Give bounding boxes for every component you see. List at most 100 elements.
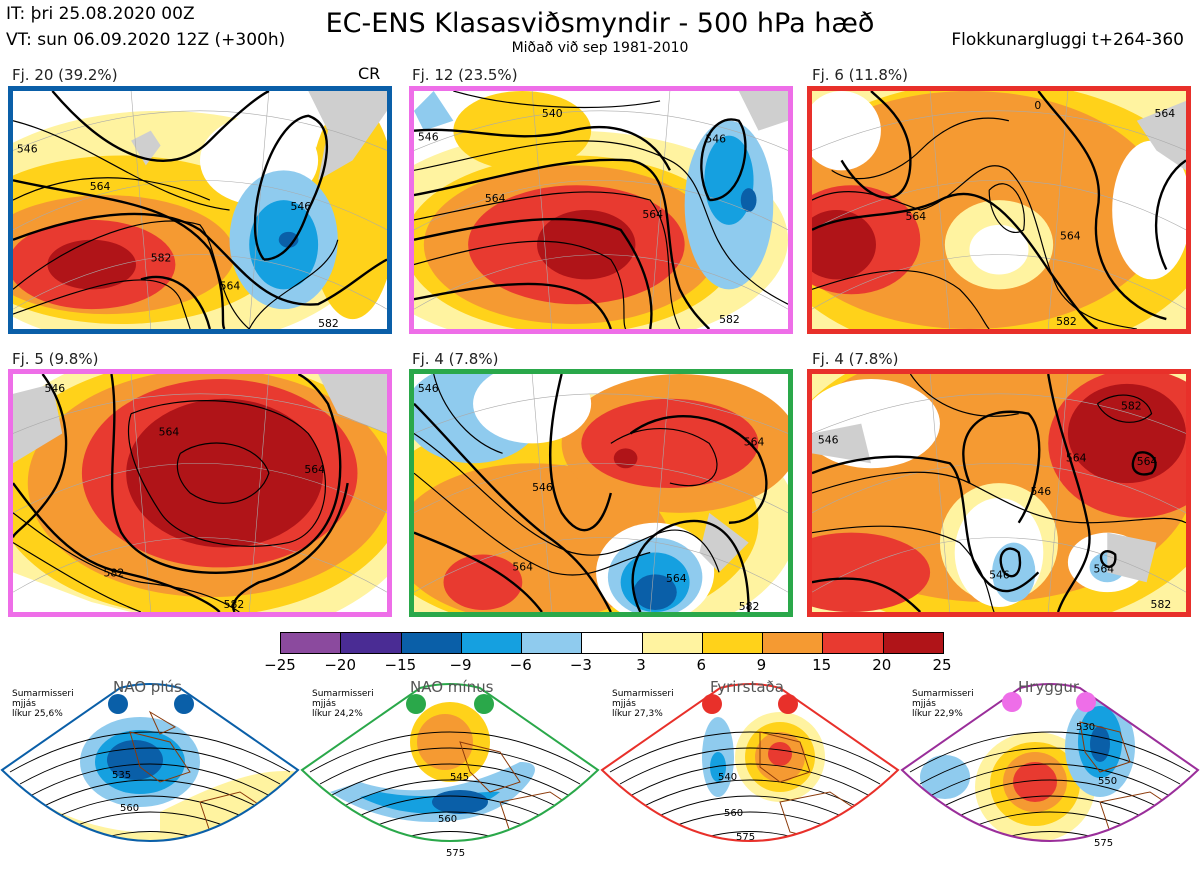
- contour-label: 546: [1030, 485, 1051, 498]
- anomaly-colorbar: [280, 632, 944, 654]
- cluster-map-1: 546 564 582 546 564 582: [8, 86, 392, 334]
- colorbar-swatch: [763, 633, 824, 653]
- contour-label: 564: [159, 425, 180, 438]
- page-title: EC-ENS Klasasviðsmyndir - 500 hPa hæð: [325, 8, 875, 39]
- contour-label: 546: [705, 133, 726, 146]
- regime-ridge: Hryggur Sumarmisseri mjjás líkur 22,9% 530…: [900, 672, 1200, 871]
- contour-label: 560: [724, 808, 744, 819]
- colorbar-swatch: [401, 633, 462, 653]
- cluster-map-5: 546 564 546 564 564 582: [409, 369, 793, 617]
- contour-label: 535: [112, 770, 132, 781]
- colorbar-swatch: [642, 633, 703, 653]
- contour-label: 546: [44, 382, 65, 395]
- contour-label: 564: [642, 208, 663, 221]
- contour-label: 564: [304, 463, 325, 476]
- cluster-map-6: 546 582 564 546 564 546 564 582: [807, 369, 1191, 617]
- colorbar-tick-label: −25: [264, 656, 296, 674]
- panel-6-label: Fj. 4 (7.8%): [812, 350, 899, 368]
- contour-label: 560: [120, 803, 140, 814]
- contour-label: 582: [1056, 315, 1077, 328]
- contour-label: 546: [418, 131, 439, 144]
- colorbar-tick-label: −9: [449, 656, 472, 674]
- contour-label: 564: [1155, 107, 1176, 120]
- colorbar-tick-label: 3: [636, 656, 646, 674]
- contour-label: 575: [1094, 838, 1114, 849]
- contour-label: 564: [1066, 451, 1087, 464]
- initial-time: IT: þri 25.08.2020 00Z: [6, 4, 195, 24]
- contour-label: 546: [418, 382, 439, 395]
- contour-label: 560: [438, 814, 458, 825]
- colorbar-tick-label: −3: [569, 656, 592, 674]
- contour-label: 582: [104, 566, 125, 579]
- cluster-map-2: 546 540 546 564 564 582: [409, 86, 793, 334]
- contour-label: 564: [485, 192, 506, 205]
- contour-label: 582: [224, 598, 245, 611]
- contour-label: 575: [736, 832, 756, 843]
- colorbar-swatch: [823, 633, 884, 653]
- contour-label: 582: [151, 252, 172, 265]
- contour-label: 546: [989, 568, 1010, 581]
- regime-nao-plus: NAO plús Sumarmisseri mjjás líkur 25,6% 53…: [0, 672, 300, 871]
- contour-label: 0: [1034, 99, 1041, 112]
- panel-2-label: Fj. 12 (23.5%): [412, 66, 518, 84]
- colorbar-swatch: [582, 633, 643, 653]
- panel-3-label: Fj. 6 (11.8%): [812, 66, 908, 84]
- contour-label: 582: [719, 313, 740, 326]
- regime-info: Sumarmisseri mjjás líkur 25,6%: [12, 689, 74, 719]
- contour-label: 546: [818, 433, 839, 446]
- panel-1-tag: CR: [358, 64, 381, 83]
- colorbar-tick-label: 6: [696, 656, 707, 674]
- page-subtitle: Miðað við sep 1981-2010: [511, 40, 689, 56]
- contour-label: 564: [512, 560, 533, 573]
- colorbar-swatch: [341, 633, 402, 653]
- colorbar-swatch: [883, 633, 943, 653]
- regime-nao-minus: NAO mínus Sumarmisseri mjjás líkur 24,2% 5…: [300, 672, 600, 871]
- contour-label: 575: [446, 848, 466, 859]
- valid-time: VT: sun 06.09.2020 12Z (+300h): [6, 30, 286, 50]
- contour-label: 540: [542, 107, 563, 120]
- contour-label: 564: [1060, 230, 1081, 243]
- panel-5-label: Fj. 4 (7.8%): [412, 350, 499, 368]
- regime-name: Fyrirstaða: [710, 678, 784, 696]
- contour-label: 546: [532, 481, 553, 494]
- regime-name: NAO mínus: [410, 678, 494, 696]
- contour-label: 564: [906, 210, 927, 223]
- contour-label: 550: [1098, 776, 1118, 787]
- contour-label: 564: [1137, 455, 1158, 468]
- colorbar-tick-label: 20: [872, 656, 892, 674]
- regime-info: Sumarmisseri mjjás líkur 24,2%: [312, 689, 374, 719]
- contour-label: 564: [744, 435, 765, 448]
- contour-label: 546: [291, 200, 312, 213]
- contour-label: 582: [739, 600, 760, 612]
- colorbar-swatch: [281, 633, 342, 653]
- contour-label: 564: [220, 279, 241, 292]
- contour-label: 546: [17, 142, 38, 155]
- colorbar-swatch: [522, 633, 583, 653]
- regime-blocking: Fyrirstaða Sumarmisseri mjjás líkur 27,3% …: [600, 672, 900, 871]
- colorbar-swatch: [461, 633, 523, 653]
- colorbar-tick-label: 25: [932, 656, 952, 674]
- regime-info: Sumarmisseri mjjás líkur 22,9%: [912, 689, 974, 719]
- classification-window: Flokkunargluggi t+264-360: [951, 30, 1184, 50]
- colorbar-tick-label: −15: [384, 656, 417, 674]
- contour-label: 564: [1093, 562, 1114, 575]
- regime-info: Sumarmisseri mjjás líkur 27,3%: [612, 689, 674, 719]
- contour-label: 564: [90, 180, 111, 193]
- colorbar-swatch: [702, 633, 764, 653]
- contour-label: 582: [318, 317, 339, 329]
- contour-label: 564: [666, 572, 687, 585]
- panel-1-label: Fj. 20 (39.2%): [12, 66, 118, 84]
- colorbar-tick-label: 9: [756, 656, 767, 674]
- cluster-map-3: 0 564 564 564 582: [807, 86, 1191, 334]
- contour-label: 545: [450, 772, 470, 783]
- panel-4-label: Fj. 5 (9.8%): [12, 350, 99, 368]
- contour-label: 582: [1151, 598, 1172, 611]
- cluster-map-4: 546 564 564 582 582: [8, 369, 392, 617]
- contour-label: 540: [718, 772, 738, 783]
- regime-name: NAO plús: [113, 678, 182, 696]
- colorbar-tick-label: 15: [812, 656, 832, 674]
- colorbar-tick-label: −20: [324, 656, 356, 674]
- contour-label: 582: [1121, 400, 1142, 413]
- colorbar-tick-label: −6: [509, 656, 532, 674]
- regime-name: Hryggur: [1018, 678, 1080, 696]
